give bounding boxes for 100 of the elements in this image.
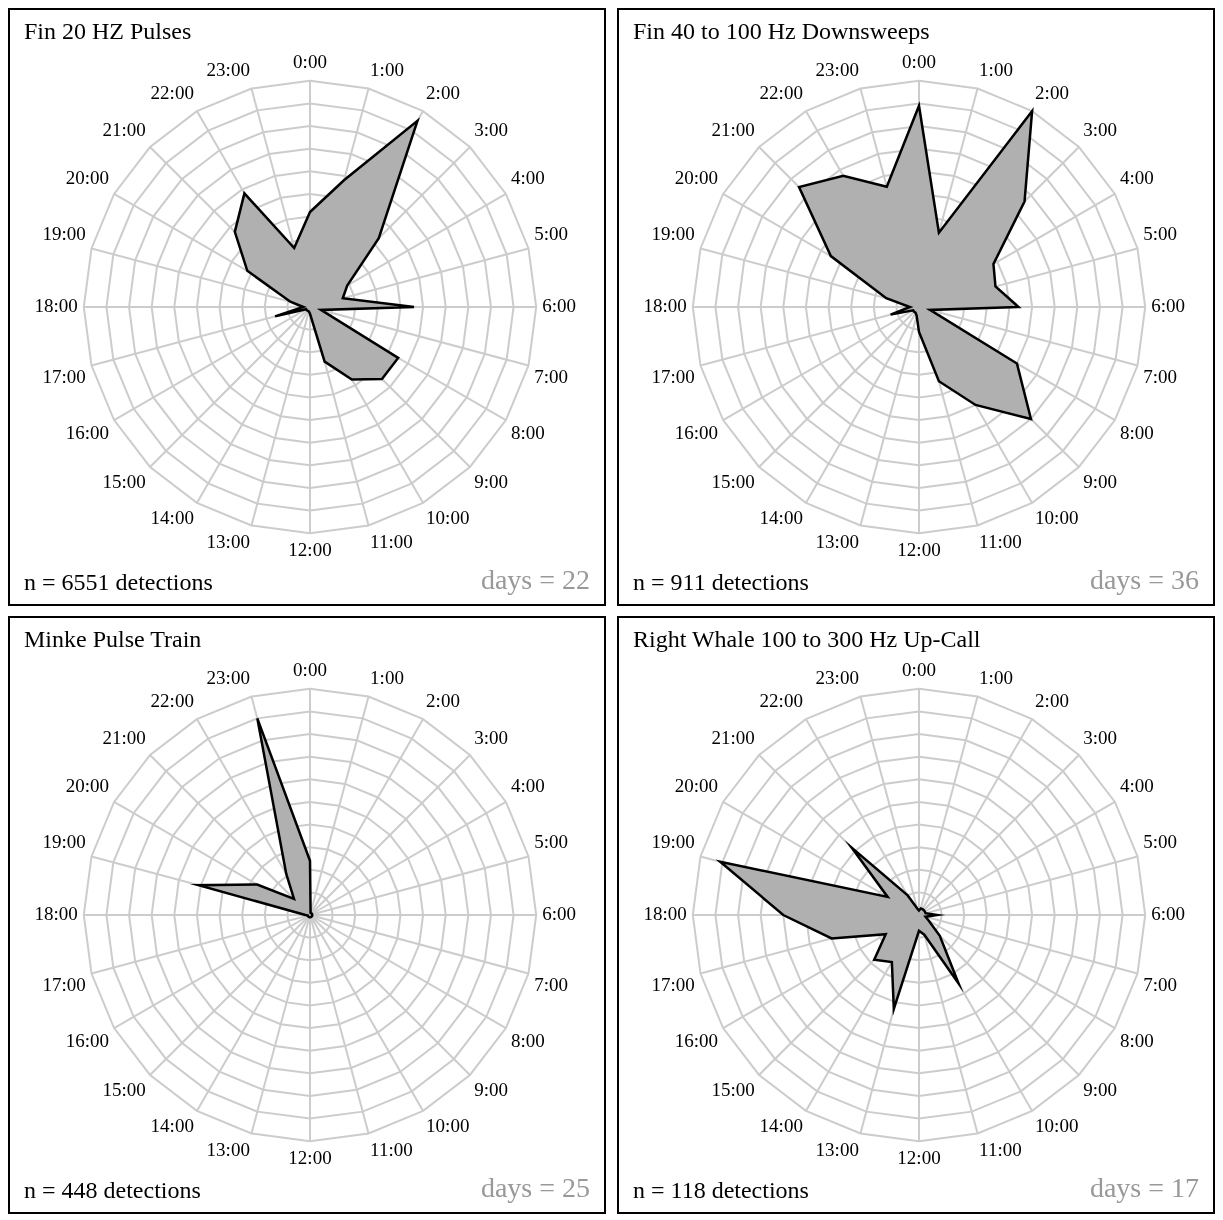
- spoke-label: 3:00: [1083, 119, 1117, 141]
- spoke-label: 14:00: [759, 507, 803, 529]
- spoke-label: 20:00: [65, 167, 109, 189]
- spoke-label: 18:00: [34, 902, 78, 924]
- spoke-label: 17:00: [651, 366, 695, 388]
- spoke-label: 6:00: [1151, 294, 1185, 316]
- spoke-label: 1:00: [979, 59, 1013, 81]
- chart-title: Minke Pulse Train: [24, 626, 202, 653]
- spoke-label: 2:00: [426, 82, 460, 104]
- spoke-label: 14:00: [759, 1115, 803, 1137]
- spoke-label: 3:00: [474, 119, 508, 141]
- spoke-label: 15:00: [711, 470, 755, 492]
- spoke-label: 10:00: [426, 1115, 470, 1137]
- spoke-label: 20:00: [65, 775, 109, 797]
- spoke-label: 10:00: [426, 507, 470, 529]
- spoke-label: 13:00: [815, 530, 859, 552]
- spoke-label: 7:00: [534, 366, 569, 388]
- spoke-label: 0:00: [293, 659, 327, 681]
- spoke-label: 5:00: [1143, 831, 1178, 853]
- spoke-label: 6:00: [542, 294, 576, 316]
- spoke-label: 15:00: [102, 470, 146, 492]
- chart-title: Fin 40 to 100 Hz Downsweeps: [633, 18, 930, 45]
- spoke-label: 12:00: [897, 538, 941, 560]
- spoke-label: 4:00: [1120, 167, 1154, 189]
- spoke-label: 14:00: [150, 1115, 194, 1137]
- spoke-label: 13:00: [206, 530, 250, 552]
- spoke-label: 11:00: [979, 1138, 1022, 1160]
- spoke-label: 17:00: [651, 974, 695, 996]
- spoke-label: 0:00: [902, 51, 936, 73]
- spoke-label: 4:00: [511, 167, 545, 189]
- spoke-label: 21:00: [102, 119, 146, 141]
- spoke-label: 23:00: [206, 667, 250, 689]
- spoke-label: 16:00: [674, 422, 718, 444]
- spoke-label: 16:00: [65, 422, 109, 444]
- text: days = 25: [480, 1172, 590, 1204]
- spoke-label: 12:00: [897, 1146, 941, 1168]
- spoke-label: 13:00: [206, 1138, 250, 1160]
- spoke-label: 10:00: [1035, 507, 1079, 529]
- spoke-label: 9:00: [1083, 470, 1117, 492]
- spoke-label: 5:00: [1143, 223, 1178, 245]
- spoke-label: 2:00: [1035, 82, 1069, 104]
- spoke-label: 6:00: [1151, 902, 1185, 924]
- spoke-label: 9:00: [1083, 1078, 1117, 1100]
- spoke-label: 3:00: [474, 727, 508, 749]
- spoke-label: 22:00: [759, 82, 803, 104]
- spoke-label: 7:00: [534, 974, 569, 996]
- spoke-label: 18:00: [34, 294, 78, 316]
- spoke-label: 19:00: [651, 831, 695, 853]
- chart-title: Fin 20 HZ Pulses: [24, 18, 192, 45]
- spoke-label: 7:00: [1143, 366, 1178, 388]
- spoke-label: 8:00: [1120, 1030, 1154, 1052]
- spoke-label: 11:00: [370, 530, 413, 552]
- spoke-label: 19:00: [42, 831, 86, 853]
- chart-title: Right Whale 100 to 300 Hz Up-Call: [633, 626, 981, 653]
- text: n = 6551 detections: [24, 569, 213, 596]
- spoke-label: 23:00: [815, 667, 859, 689]
- spoke-label: 1:00: [979, 667, 1013, 689]
- spoke-label: 6:00: [542, 902, 576, 924]
- spoke-label: 17:00: [42, 974, 86, 996]
- spoke-label: 15:00: [711, 1078, 755, 1100]
- spoke-label: 1:00: [370, 667, 404, 689]
- spoke-label: 4:00: [1120, 775, 1154, 797]
- spoke-label: 23:00: [206, 59, 250, 81]
- spoke-label: 8:00: [511, 422, 545, 444]
- spoke-label: 15:00: [102, 1078, 146, 1100]
- spoke-label: 9:00: [474, 1078, 508, 1100]
- spoke-label: 13:00: [815, 1138, 859, 1160]
- spoke-label: 8:00: [511, 1030, 545, 1052]
- spoke-label: 3:00: [1083, 727, 1117, 749]
- spoke-label: 22:00: [150, 690, 194, 712]
- spoke-label: 1:00: [370, 59, 404, 81]
- spoke-label: 16:00: [674, 1030, 718, 1052]
- spoke-label: 19:00: [651, 223, 695, 245]
- spoke-label: 21:00: [711, 119, 755, 141]
- spoke-label: 5:00: [534, 223, 569, 245]
- text: days = 17: [1089, 1172, 1199, 1204]
- spoke-label: 12:00: [288, 538, 332, 560]
- spoke-label: 14:00: [150, 507, 194, 529]
- spoke-label: 10:00: [1035, 1115, 1079, 1137]
- text: days = 36: [1089, 564, 1199, 596]
- spoke-label: 22:00: [150, 82, 194, 104]
- spoke-label: 22:00: [759, 690, 803, 712]
- spoke-label: 23:00: [815, 59, 859, 81]
- spoke-label: 17:00: [42, 366, 86, 388]
- spoke-label: 7:00: [1143, 974, 1178, 996]
- spoke-label: 11:00: [979, 530, 1022, 552]
- spoke-label: 18:00: [643, 902, 687, 924]
- text: days = 22: [480, 564, 590, 596]
- spoke-label: 4:00: [511, 775, 545, 797]
- spoke-label: 21:00: [102, 727, 146, 749]
- spoke-label: 20:00: [674, 775, 718, 797]
- spoke-label: 16:00: [65, 1030, 109, 1052]
- spoke-label: 0:00: [902, 659, 936, 681]
- spoke-label: 12:00: [288, 1146, 332, 1168]
- spoke-label: 19:00: [42, 223, 86, 245]
- spoke-label: 11:00: [370, 1138, 413, 1160]
- spoke-label: 18:00: [643, 294, 687, 316]
- spoke-label: 8:00: [1120, 422, 1154, 444]
- spoke-label: 9:00: [474, 470, 508, 492]
- spoke-label: 20:00: [674, 167, 718, 189]
